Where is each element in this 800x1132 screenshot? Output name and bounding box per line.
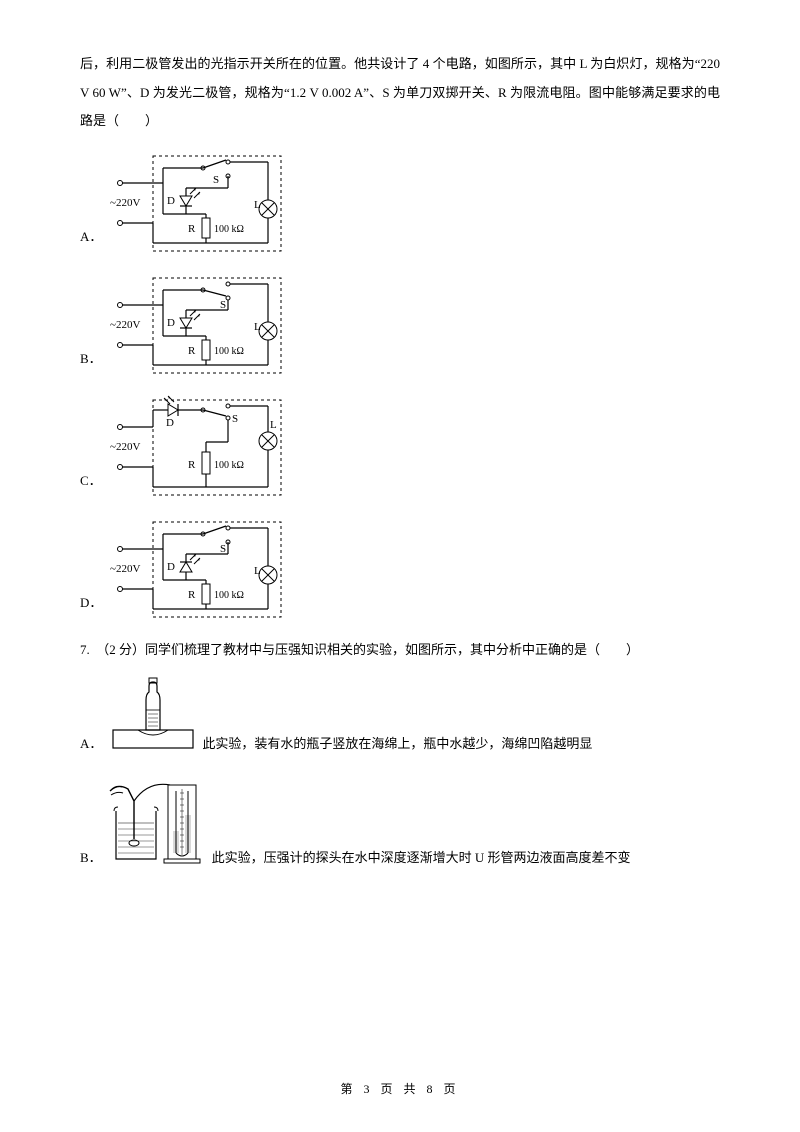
bottle-sponge-figure — [108, 672, 198, 763]
option-label-b: B． — [80, 345, 102, 380]
svg-text:R: R — [188, 223, 196, 235]
circuit-diagram-c: ~220V D S — [108, 392, 288, 502]
svg-text:S: S — [232, 413, 238, 425]
svg-text:R: R — [188, 589, 196, 601]
q7-option-b: B． — [80, 771, 720, 877]
circuit-diagram-d: ~220V S — [108, 514, 288, 624]
q7-label-b: B． — [80, 844, 102, 877]
svg-text:R: R — [188, 459, 196, 471]
svg-text:100 kΩ: 100 kΩ — [214, 224, 244, 235]
question-7-stem: 7. （2 分）同学们梳理了教材中与压强知识相关的实验，如图所示，其中分析中正确… — [80, 636, 720, 665]
q7-text-b: 此实验，压强计的探头在水中深度逐渐增大时 U 形管两边液面高度差不变 — [212, 844, 631, 877]
voltage-label: ~220V — [110, 197, 140, 209]
option-label-c: C． — [80, 467, 102, 502]
q6-option-b: B． ~220V S — [80, 270, 720, 380]
page: 后，利用二极管发出的光指示开关所在的位置。他共设计了 4 个电路，如图所示，其中… — [0, 0, 800, 1132]
circuit-diagram-a: ~220V S — [108, 148, 288, 258]
svg-text:100 kΩ: 100 kΩ — [214, 346, 244, 357]
svg-text:S: S — [220, 543, 226, 555]
svg-text:S: S — [220, 299, 226, 311]
q6-option-a: A． ~220V S — [80, 148, 720, 258]
q7-label-a: A． — [80, 730, 102, 763]
svg-text:~220V: ~220V — [110, 563, 140, 575]
q7-text-a: 此实验，装有水的瓶子竖放在海绵上，瓶中水越少，海绵凹陷越明显 — [202, 730, 592, 763]
option-label-a: A． — [80, 223, 102, 258]
circuit-diagram-b: ~220V S — [108, 270, 288, 380]
q6-option-c: C． ~220V D — [80, 392, 720, 502]
page-footer: 第 3 页 共 8 页 — [0, 1076, 800, 1102]
svg-text:L: L — [254, 321, 261, 333]
question-6-intro: 后，利用二极管发出的光指示开关所在的位置。他共设计了 4 个电路，如图所示，其中… — [80, 50, 720, 136]
svg-text:D: D — [167, 195, 175, 207]
svg-text:L: L — [254, 565, 261, 577]
q6-option-d: D． ~220V S — [80, 514, 720, 624]
manometer-figure — [108, 771, 208, 877]
svg-text:D: D — [167, 317, 175, 329]
option-label-d: D． — [80, 589, 102, 624]
svg-text:~220V: ~220V — [110, 441, 140, 453]
svg-text:L: L — [254, 199, 261, 211]
svg-text:S: S — [213, 174, 219, 186]
q7-option-a: A． 此实验，装有水的瓶子竖放在海绵上，瓶中水越少，海绵凹陷越明显 — [80, 672, 720, 763]
svg-text:~220V: ~220V — [110, 319, 140, 331]
svg-text:100 kΩ: 100 kΩ — [214, 460, 244, 471]
svg-text:D: D — [166, 417, 174, 429]
svg-text:R: R — [188, 345, 196, 357]
svg-text:100 kΩ: 100 kΩ — [214, 590, 244, 601]
svg-text:D: D — [167, 561, 175, 573]
svg-text:L: L — [270, 419, 277, 431]
